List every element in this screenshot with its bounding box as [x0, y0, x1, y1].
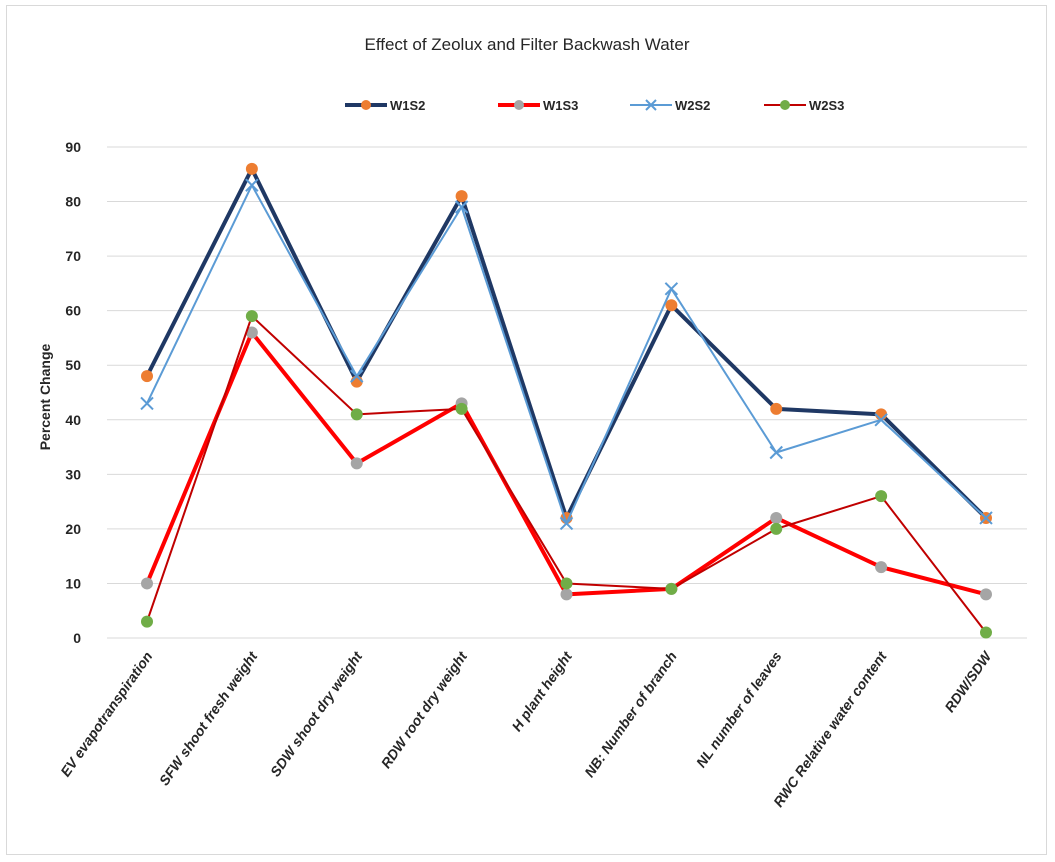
data-point-marker: [874, 413, 888, 427]
y-tick-label: 30: [65, 466, 81, 482]
y-tick-label: 60: [65, 303, 81, 319]
data-point-marker: [245, 326, 258, 339]
data-point-marker: [245, 310, 258, 323]
data-point-marker: [245, 162, 258, 175]
data-point-marker: [875, 490, 888, 503]
y-tick-label: 10: [65, 575, 81, 591]
data-point-marker: [665, 299, 678, 312]
series-line: [145, 330, 987, 597]
x-tick-label: NB: Number of branch: [581, 649, 680, 781]
legend-item-w2s3: W2S3: [764, 98, 844, 113]
x-tick-label: RWC Relative water content: [770, 647, 890, 809]
data-point-marker: [350, 408, 363, 421]
data-point-marker: [559, 516, 574, 531]
data-point-marker: [980, 588, 992, 601]
x-tick-label: SFW shoot fresh weight: [156, 647, 261, 788]
x-tick-label: RDW root dry weight: [378, 647, 471, 771]
x-tick-label: EV evapotranspiration: [57, 649, 155, 780]
data-point-marker: [455, 402, 468, 415]
legend-swatch-marker: [780, 100, 790, 110]
data-point-marker: [769, 445, 783, 460]
y-tick-label: 50: [65, 357, 81, 373]
data-point-marker: [455, 190, 468, 203]
legend-item-w1s3: W1S3: [498, 98, 578, 113]
data-point-marker: [770, 522, 783, 535]
data-point-marker: [350, 457, 363, 470]
data-point-marker: [770, 511, 783, 524]
y-tick-label: 80: [65, 194, 81, 210]
gridlines: [107, 146, 1027, 639]
series-w2s2: [140, 178, 993, 531]
legend-item-w1s2: W1S2: [345, 98, 425, 113]
y-axis-label: Percent Change: [37, 343, 53, 450]
data-point-marker: [770, 402, 783, 415]
series-line: [145, 166, 988, 520]
x-tick-label: RDW/SDW: [941, 647, 995, 715]
data-point-marker: [140, 396, 154, 411]
series-w1s3: [141, 326, 992, 601]
data-point-marker: [664, 282, 679, 296]
x-tick-label: SDW shoot dry weight: [267, 647, 366, 779]
data-point-marker: [245, 178, 259, 192]
legend-label: W2S2: [675, 98, 710, 113]
data-point-marker: [875, 561, 888, 574]
data-point-marker: [141, 615, 153, 628]
legend: W1S2 W1S3 W2S2 W2S3: [345, 98, 844, 113]
series-w2s3: [141, 310, 992, 639]
chart-frame: Effect of Zeolux and Filter Backwash Wat…: [6, 5, 1047, 855]
legend-label: W1S2: [390, 98, 425, 113]
chart-title: Effect of Zeolux and Filter Backwash Wat…: [364, 35, 689, 54]
legend-swatch-marker: [361, 100, 371, 110]
y-tick-label: 70: [65, 248, 81, 264]
legend-label: W1S3: [543, 98, 578, 113]
data-point-marker: [454, 200, 469, 214]
series-line: [146, 184, 987, 525]
y-tick-label: 90: [65, 139, 81, 155]
series-group: [140, 162, 993, 639]
y-tick-label: 0: [73, 630, 81, 646]
line-chart: Effect of Zeolux and Filter Backwash Wat…: [37, 35, 1027, 810]
data-point-marker: [979, 511, 993, 525]
legend-item-w2s2: W2S2: [630, 98, 710, 113]
data-point-marker: [141, 577, 153, 590]
data-point-marker: [665, 582, 678, 595]
data-point-marker: [141, 370, 153, 383]
x-tick-label: H plant height: [508, 647, 575, 734]
data-point-marker: [560, 588, 573, 601]
y-axis-ticks: 0 10 20 30 40 50 60 70 80 90: [65, 139, 81, 646]
x-axis-ticks: EV evapotranspiration SFW shoot fresh wei…: [57, 647, 995, 810]
y-tick-label: 20: [65, 521, 81, 537]
x-tick-label: NL number of leaves: [693, 648, 785, 770]
y-tick-label: 40: [65, 412, 81, 428]
data-point-marker: [350, 369, 364, 383]
legend-swatch-marker: [514, 100, 524, 110]
data-point-marker: [560, 577, 573, 590]
data-point-marker: [980, 626, 992, 639]
legend-label: W2S3: [809, 98, 844, 113]
